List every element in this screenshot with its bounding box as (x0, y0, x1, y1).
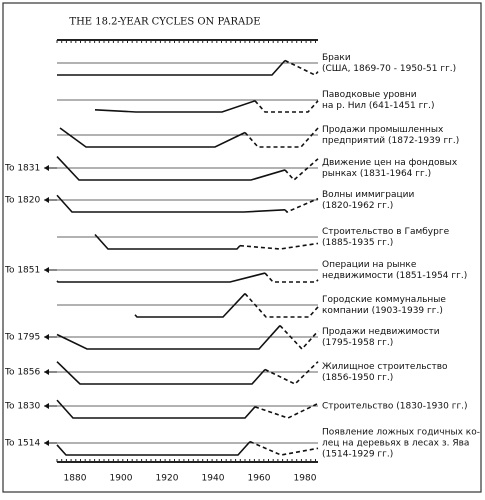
cycle-wave (59, 127, 246, 148)
cycle-wave (94, 233, 241, 250)
cycle-wave (56, 441, 251, 456)
cycle-projection (244, 293, 319, 318)
row-label: Строительство (1830-1930 гг.) (322, 402, 468, 412)
frame (2, 2, 482, 493)
cycle-projection (284, 158, 319, 182)
row-label: Браки (322, 53, 351, 63)
row-label: Продажи недвижимости (322, 327, 440, 337)
row-label: рынках (1831-1964 гг.) (322, 169, 431, 179)
row-label: (1856-1950 гг.) (322, 373, 393, 383)
left-label: To 1830 (4, 402, 41, 412)
cycle-projection (254, 402, 319, 419)
cycle-wave (134, 293, 246, 318)
cycle-projection (254, 100, 319, 113)
x-tick-label: 1940 (202, 474, 225, 484)
cycle-wave (56, 325, 281, 350)
cycle-wave (56, 156, 286, 181)
row-label: Появление ложных годичных ко- (322, 428, 480, 438)
row-label: (1514-1929 гг.) (322, 450, 393, 460)
cycle-wave (56, 194, 286, 213)
x-tick-label: 1920 (156, 474, 179, 484)
row-label: (1795-1958 гг.) (322, 338, 393, 348)
title: THE 18.2-YEAR CYCLES ON PARADE (69, 17, 260, 28)
left-label: To 1514 (4, 439, 41, 449)
row-label: Волны иммиграции (322, 190, 414, 200)
cycle-wave (94, 100, 256, 113)
row-label: предприятий (1872-1939 гг.) (322, 136, 459, 146)
cycle-wave (57, 59, 286, 76)
row-label: Строительство в Гамбурге (322, 227, 450, 237)
cycle-projection (279, 325, 319, 351)
row-label: Движение цен на фондовых (322, 158, 458, 168)
arrow-head (44, 440, 49, 446)
arrow-head (44, 334, 49, 340)
row-label: лец на деревьях в лесах з. Ява (322, 439, 469, 449)
left-label: To 1820 (4, 196, 41, 206)
left-label: To 1831 (4, 164, 40, 174)
x-tick-label: 1900 (110, 474, 133, 484)
arrow-head (44, 197, 49, 203)
row-label: Городские коммунальные (322, 295, 446, 305)
cycle-projection (239, 242, 319, 250)
row-label: на р. Нил (641-1451 гг.) (322, 101, 434, 111)
row-label: недвижимости (1851-1954 гг.) (322, 271, 467, 281)
row-label: Операции на рынке (322, 260, 417, 270)
row-label: (1820-1962 гг.) (322, 201, 393, 211)
arrow-head (44, 369, 49, 375)
arrow-head (44, 165, 49, 171)
row-label: компании (1903-1939 гг.) (322, 306, 443, 316)
row-label: Жилищное строительство (322, 362, 448, 372)
x-tick-label: 1960 (248, 474, 271, 484)
row-label: Паводковые уровни (322, 90, 417, 100)
row-label: (1885-1935 гг.) (322, 238, 393, 248)
left-label: To 1856 (4, 368, 41, 378)
cycle-projection (264, 361, 319, 385)
left-label: To 1851 (4, 266, 40, 276)
cycle-projection (264, 272, 319, 283)
row-label: Продажи промышленных (322, 125, 444, 135)
x-tick-label: 1980 (294, 474, 317, 484)
arrow-head (44, 403, 49, 409)
cycle-wave (56, 272, 266, 283)
cycle-projection (284, 59, 319, 76)
x-tick-label: 1880 (64, 474, 87, 484)
cycle-wave (56, 361, 266, 385)
cycle-projection (284, 197, 319, 213)
cycle-projection (249, 440, 319, 456)
left-label: To 1795 (4, 333, 40, 343)
row-label: (США, 1869-70 - 1950-51 гг.) (322, 64, 456, 74)
cycle-wave (56, 399, 256, 419)
arrow-head (44, 267, 49, 273)
cycle-projection (244, 127, 319, 148)
